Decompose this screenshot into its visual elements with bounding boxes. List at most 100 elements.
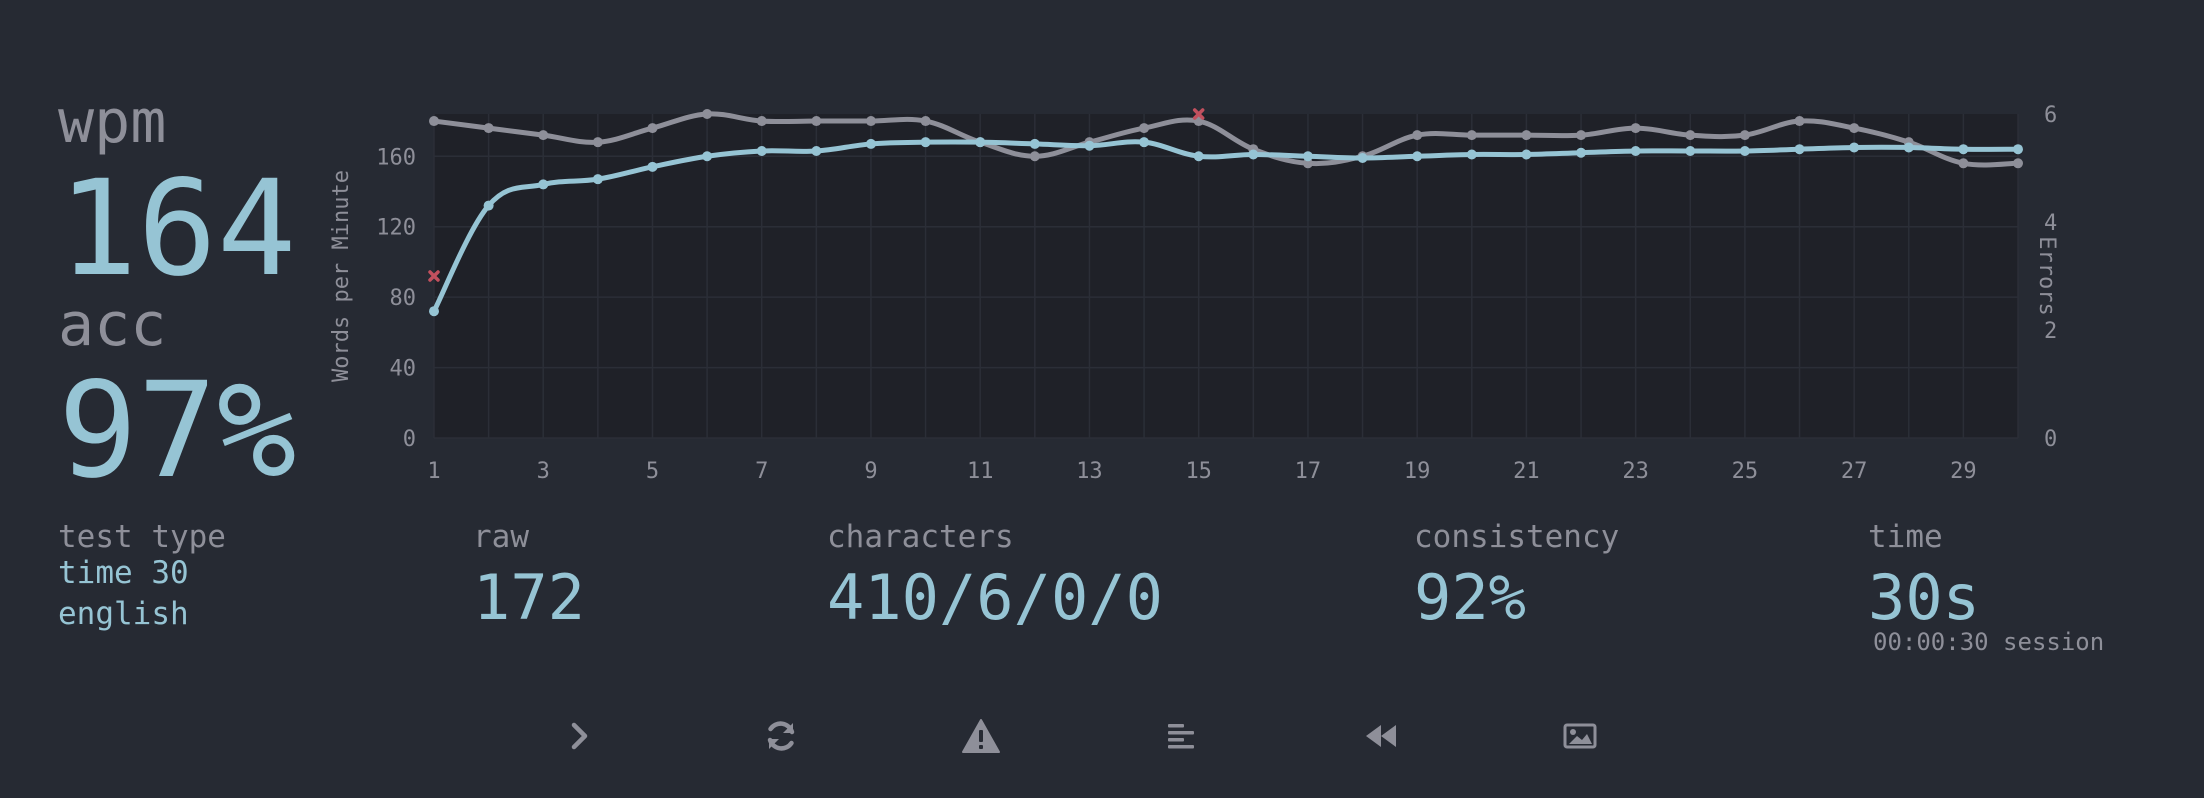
wpm-data-point — [702, 151, 713, 162]
wpm-data-point — [1849, 142, 1860, 153]
accuracy-label: acc — [58, 290, 167, 360]
x-tick-label: 13 — [1076, 459, 1103, 484]
wpm-data-point — [1139, 137, 1150, 148]
raw-data-point — [1521, 130, 1532, 141]
watch-replay-button[interactable] — [1353, 712, 1409, 760]
wpm-data-point — [1630, 145, 1641, 156]
accuracy-value: 97% — [58, 354, 297, 508]
raw-data-point — [1685, 130, 1696, 141]
wpm-data-point — [429, 306, 439, 317]
wpm-data-point — [865, 138, 876, 149]
error-marker — [428, 270, 440, 282]
wpm-data-point — [1302, 151, 1313, 162]
y-tick-label: 120 — [376, 216, 416, 241]
wpm-data-point — [1685, 145, 1696, 156]
warning-icon — [962, 719, 1000, 753]
test-type-language: english — [58, 596, 189, 632]
wpm-data-point — [1412, 151, 1423, 162]
wpm-data-point — [1357, 153, 1368, 164]
consistency-group: consistency 92% — [1414, 522, 1619, 629]
wpm-data-point — [538, 179, 549, 190]
raw-label: raw — [473, 519, 529, 555]
wpm-data-point — [647, 161, 658, 172]
image-icon — [1563, 723, 1597, 749]
y2-tick-label: 0 — [2044, 427, 2057, 452]
y2-tick-label: 6 — [2044, 103, 2057, 128]
wpm-data-point — [1958, 144, 1969, 155]
raw-data-point — [1302, 158, 1313, 169]
y2-tick-label: 4 — [2044, 211, 2057, 236]
test-type-label: test type — [58, 519, 226, 555]
raw-data-point — [1849, 123, 1860, 134]
restart-test-button[interactable] — [753, 712, 809, 760]
x-tick-label: 17 — [1295, 459, 1322, 484]
raw-data-point — [1794, 116, 1805, 127]
x-tick-label: 3 — [537, 459, 550, 484]
x-tick-label: 11 — [967, 459, 994, 484]
x-tick-label: 27 — [1841, 459, 1868, 484]
raw-data-point — [1412, 130, 1423, 141]
wpm-data-point — [592, 174, 603, 185]
consistency-label: consistency — [1414, 519, 1620, 555]
characters-label: characters — [827, 519, 1014, 555]
wpm-data-point — [1576, 147, 1587, 158]
wpm-data-point — [811, 145, 822, 156]
y-tick-label: 80 — [390, 286, 417, 311]
time-group: time 30s 00:00:30 session — [1868, 519, 2104, 657]
raw-data-point — [865, 116, 876, 127]
wpm-data-point — [1739, 145, 1750, 156]
wpm-data-point — [1029, 138, 1040, 149]
x-tick-label: 21 — [1513, 459, 1540, 484]
report-button[interactable] — [953, 712, 1009, 760]
wpm-data-point — [1903, 142, 1914, 153]
consistency-value: 92% — [1414, 561, 1526, 634]
raw-data-point — [1139, 123, 1150, 134]
plot-area — [434, 114, 2018, 438]
raw-data-point — [592, 137, 603, 148]
test-type-group: test type time 30 english — [58, 522, 226, 635]
wpm-data-point — [1794, 144, 1805, 155]
y-tick-label: 0 — [403, 427, 416, 452]
wpm-data-point — [1193, 151, 1204, 162]
wpm-data-point — [975, 137, 986, 148]
x-tick-label: 5 — [646, 459, 659, 484]
words-history-button[interactable] — [1153, 712, 1209, 760]
x-tick-label: 15 — [1185, 459, 1212, 484]
align-left-icon — [1168, 724, 1194, 749]
x-tick-label: 9 — [864, 459, 877, 484]
session-time: 00:00:30 session — [1873, 628, 2105, 656]
raw-value: 172 — [473, 561, 585, 634]
x-tick-label: 25 — [1732, 459, 1759, 484]
raw-data-point — [1576, 130, 1587, 141]
x-tick-label: 23 — [1622, 459, 1649, 484]
wpm-data-point — [1248, 149, 1259, 160]
wpm-data-point — [2013, 144, 2023, 155]
wpm-data-point — [1084, 140, 1095, 151]
x-tick-label: 1 — [427, 459, 440, 484]
x-tick-label: 7 — [755, 459, 768, 484]
refresh-icon — [767, 721, 795, 751]
time-label: time — [1868, 519, 1943, 555]
error-marker — [1192, 108, 1205, 120]
raw-data-point — [1958, 158, 1969, 169]
wpm-data-point — [756, 145, 767, 156]
wpm-value: 164 — [58, 152, 297, 306]
wpm-data-point — [483, 200, 494, 211]
y-axis-label: Words per Minute — [329, 170, 354, 382]
save-screenshot-button[interactable] — [1552, 712, 1608, 760]
next-test-button[interactable] — [552, 712, 608, 760]
chevron-right-icon — [571, 722, 588, 750]
backward-icon — [1366, 725, 1396, 747]
raw-group: raw 172 — [473, 522, 585, 629]
characters-value: 410/6/0/0 — [827, 561, 1163, 634]
time-value: 30s — [1868, 561, 1980, 634]
raw-data-point — [1739, 130, 1750, 141]
wpm-data-point — [920, 137, 931, 148]
x-tick-label: 29 — [1950, 459, 1977, 484]
y-tick-label: 40 — [390, 357, 417, 382]
raw-data-point — [1466, 130, 1477, 141]
wpm-label: wpm — [58, 87, 167, 157]
wpm-data-point — [1466, 149, 1477, 160]
y2-axis-label: Errors — [2034, 236, 2059, 315]
